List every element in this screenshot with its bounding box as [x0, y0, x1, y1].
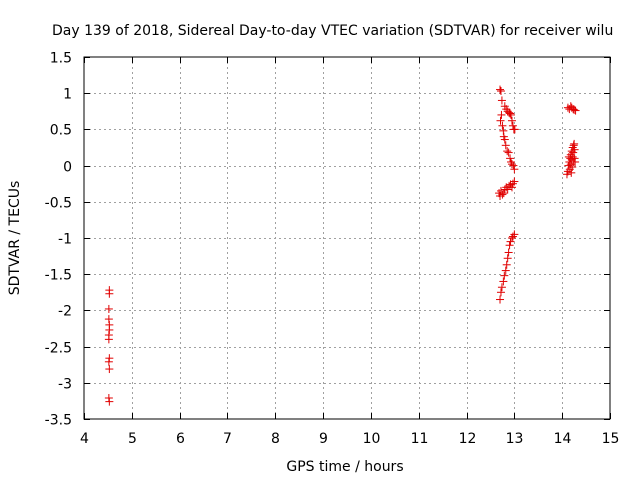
data-point — [568, 163, 577, 172]
y-tick-label: -1 — [58, 232, 72, 248]
data-point — [510, 165, 519, 174]
data-point — [510, 177, 519, 186]
data-point — [571, 106, 580, 115]
data-point — [507, 183, 516, 192]
y-tick-label: 1 — [63, 87, 72, 103]
data-point — [508, 121, 517, 130]
data-point — [500, 135, 509, 144]
x-tick-label: 12 — [459, 431, 477, 447]
data-point — [104, 357, 113, 366]
chart-title: Day 139 of 2018, Sidereal Day-to-day VTE… — [52, 23, 613, 39]
data-point — [496, 288, 505, 297]
data-point — [503, 147, 512, 156]
data-point — [506, 154, 515, 163]
data-point — [507, 110, 516, 119]
x-tick-label: 4 — [80, 431, 89, 447]
data-point — [104, 335, 113, 344]
data-point — [507, 160, 516, 169]
x-tick-label: 15 — [602, 431, 620, 447]
x-axis-label: GPS time / hours — [286, 459, 403, 475]
data-point — [497, 110, 506, 119]
x-tick-label: 5 — [128, 431, 137, 447]
data-point — [497, 96, 506, 105]
data-point — [496, 87, 505, 96]
data-point — [570, 145, 579, 154]
y-tick-label: -1.5 — [45, 268, 72, 284]
data-point — [509, 161, 518, 170]
x-tick-label: 10 — [363, 431, 381, 447]
data-point — [510, 125, 519, 134]
data-point — [506, 109, 515, 118]
x-tick-label: 13 — [506, 431, 524, 447]
data-point — [496, 116, 505, 125]
data-point — [505, 241, 514, 250]
y-axis-label: SDTVAR / TECUs — [7, 181, 23, 296]
data-point — [506, 237, 515, 246]
y-tick-label: -2.5 — [45, 341, 72, 357]
y-tick-label: 1.5 — [50, 51, 72, 67]
data-point — [501, 266, 510, 275]
y-tick-label: 0.5 — [50, 123, 72, 139]
data-point — [567, 168, 576, 177]
data-point — [497, 283, 506, 292]
data-point — [510, 230, 519, 239]
data-point — [570, 105, 579, 114]
data-point — [498, 190, 507, 199]
y-tick-label: -3 — [58, 377, 72, 393]
data-point — [499, 189, 508, 198]
data-point — [507, 116, 516, 125]
x-tick-label: 11 — [411, 431, 429, 447]
data-point — [571, 157, 580, 166]
y-tick-label: -2 — [58, 304, 72, 320]
x-tick-label: 6 — [176, 431, 185, 447]
data-point — [501, 141, 510, 150]
x-tick-label: 7 — [223, 431, 232, 447]
data-point — [496, 85, 505, 94]
y-tick-label: 0 — [63, 160, 72, 176]
data-point — [564, 152, 573, 161]
x-tick-labels: 4 5 6 7 8 9 10 11 12 13 14 15 — [80, 431, 619, 447]
x-tick-label: 8 — [271, 431, 280, 447]
data-point — [498, 121, 507, 130]
data-point — [105, 397, 114, 406]
y-tick-label: -0.5 — [45, 196, 72, 212]
data-points — [104, 85, 580, 406]
data-point — [502, 260, 511, 269]
data-point — [504, 248, 513, 257]
data-point — [500, 271, 509, 280]
data-point — [499, 277, 508, 286]
data-point — [496, 295, 505, 304]
x-tick-label: 14 — [554, 431, 572, 447]
data-point — [503, 254, 512, 263]
axis-ticks — [84, 57, 611, 420]
data-point — [105, 289, 114, 298]
x-tick-label: 9 — [319, 431, 328, 447]
y-tick-labels: -3.5 -3 -2.5 -2 -1.5 -1 -0.5 0 0.5 1 1.5 — [45, 51, 72, 429]
data-point — [104, 304, 113, 313]
data-point — [503, 185, 512, 194]
data-point — [105, 365, 114, 374]
y-tick-label: -3.5 — [45, 413, 72, 429]
data-point — [504, 148, 513, 157]
